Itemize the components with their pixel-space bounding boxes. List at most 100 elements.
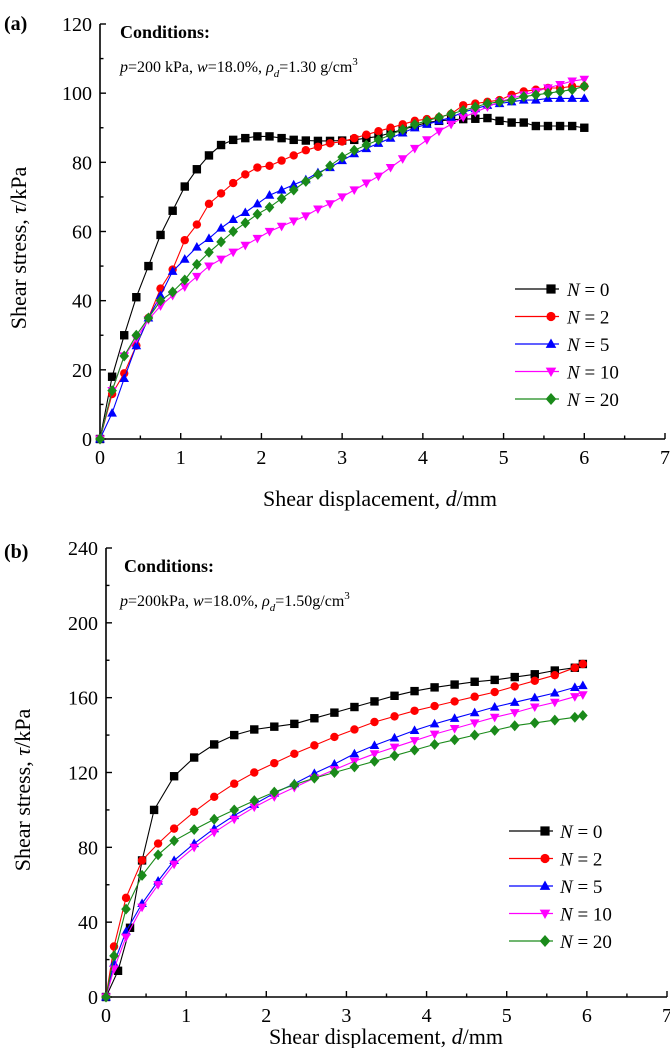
- data-point: [409, 725, 420, 734]
- data-point: [529, 717, 540, 729]
- legend-marker: [545, 367, 557, 378]
- data-point: [125, 923, 135, 932]
- data-point: [119, 350, 130, 362]
- data-point: [470, 677, 479, 686]
- data-point: [204, 233, 214, 242]
- data-point: [179, 254, 190, 263]
- data-point: [192, 220, 202, 229]
- data-point: [373, 172, 384, 182]
- data-point: [549, 714, 560, 726]
- data-point: [313, 136, 323, 146]
- data-point: [155, 295, 166, 307]
- data-point: [204, 246, 214, 258]
- chart-a: (a) Shear stress, τ/kPa Shear displaceme…: [4, 13, 670, 511]
- data-point: [264, 227, 275, 237]
- data-point: [369, 755, 380, 767]
- data-point: [529, 703, 540, 713]
- data-point: [289, 135, 298, 145]
- data-point: [290, 749, 299, 758]
- x-tick-label: 4: [422, 1005, 432, 1027]
- data-point: [482, 98, 493, 110]
- data-point: [300, 175, 311, 187]
- legend-item: N = 2: [515, 308, 609, 329]
- data-point: [410, 706, 419, 715]
- data-point: [578, 659, 588, 669]
- legend-marker: [546, 311, 556, 322]
- data-point: [518, 91, 529, 103]
- legend-label: N = 5: [559, 877, 602, 898]
- data-point: [570, 711, 580, 723]
- data-point: [209, 828, 220, 838]
- x-tick-label: 6: [579, 447, 589, 469]
- y-tick-label: 120: [68, 763, 98, 785]
- data-point: [230, 730, 239, 740]
- data-point: [189, 824, 199, 836]
- panel-label: (a): [4, 13, 27, 35]
- data-point: [250, 725, 259, 734]
- data-point: [325, 139, 335, 148]
- data-point: [578, 680, 588, 690]
- data-point: [489, 724, 500, 736]
- data-point: [228, 178, 238, 188]
- data-point: [265, 132, 274, 141]
- data-point: [469, 719, 480, 728]
- data-point: [121, 903, 131, 915]
- data-point: [153, 881, 163, 890]
- series-2: [101, 659, 588, 1002]
- data-point: [216, 236, 226, 248]
- data-point: [567, 77, 578, 87]
- data-point: [228, 226, 239, 237]
- data-point: [270, 722, 279, 731]
- data-point: [228, 135, 238, 145]
- data-point: [192, 165, 202, 174]
- data-point: [167, 286, 178, 298]
- legend-marker: [545, 338, 557, 348]
- data-point: [276, 222, 287, 232]
- data-point: [530, 670, 539, 679]
- legend-label: N = 20: [559, 932, 612, 953]
- data-point: [580, 123, 589, 132]
- legend-marker: [540, 853, 550, 864]
- data-point: [329, 759, 340, 768]
- legend-label: N = 10: [559, 905, 612, 926]
- data-point: [252, 198, 263, 208]
- data-point: [506, 94, 517, 106]
- data-point: [530, 676, 539, 686]
- data-point: [389, 750, 400, 762]
- x-tick-label: 6: [582, 1005, 592, 1027]
- data-point: [567, 84, 578, 96]
- data-point: [579, 75, 590, 85]
- data-point: [350, 702, 359, 712]
- data-point: [209, 813, 220, 825]
- data-point: [289, 151, 298, 160]
- data-point: [144, 261, 153, 271]
- data-point: [373, 134, 384, 146]
- data-point: [189, 843, 199, 853]
- data-point: [289, 779, 300, 791]
- data-point: [230, 779, 239, 788]
- data-point: [570, 682, 580, 691]
- y-tick-label: 60: [72, 222, 92, 244]
- data-point: [369, 740, 380, 749]
- y-tick-label: 0: [88, 987, 98, 1009]
- data-point: [410, 686, 419, 696]
- data-point: [288, 184, 299, 196]
- x-tick-label: 4: [418, 447, 428, 469]
- data-point: [362, 130, 371, 139]
- data-point: [490, 687, 499, 697]
- legend-label: N = 0: [566, 280, 609, 301]
- data-point: [361, 139, 372, 151]
- data-point: [240, 207, 251, 217]
- data-point: [249, 795, 260, 807]
- data-point: [370, 697, 379, 706]
- data-point: [429, 730, 440, 740]
- data-point: [458, 104, 469, 116]
- data-point: [550, 671, 559, 680]
- data-point: [361, 179, 372, 189]
- data-point: [107, 372, 117, 381]
- legend-label: N = 5: [566, 335, 609, 356]
- conditions-annotation: Conditions: p=200 kPa, w=18.0%, ρd=1.30 …: [119, 22, 358, 80]
- data-point: [240, 241, 251, 251]
- data-point: [264, 201, 275, 213]
- data-point: [578, 691, 588, 700]
